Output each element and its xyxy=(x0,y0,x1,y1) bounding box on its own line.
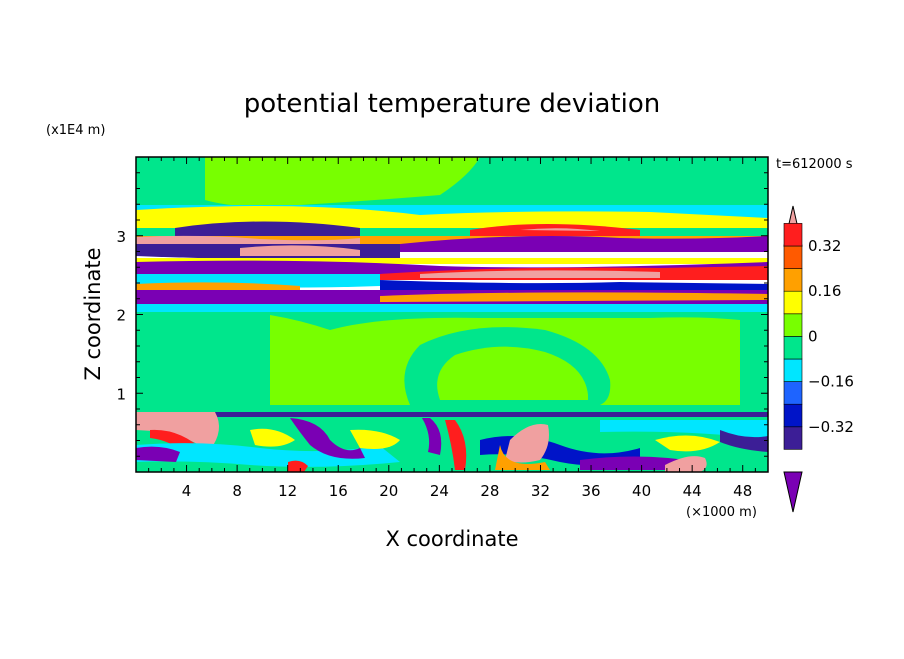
y-tick-label: 3 xyxy=(116,228,126,246)
band-pink-2 xyxy=(240,245,360,256)
colorbar-tick-label: 0.32 xyxy=(808,237,841,255)
band-pink-3 xyxy=(420,270,660,278)
band-cyan-3 xyxy=(136,304,768,312)
lower-red-bottom xyxy=(288,460,308,472)
x-tick-label: 16 xyxy=(329,482,348,500)
x-tick-label: 48 xyxy=(733,482,752,500)
heatmap-field xyxy=(136,157,768,472)
lower-purple-left xyxy=(136,446,180,462)
band-yellow-2 xyxy=(136,258,768,264)
x-tick-label: 36 xyxy=(581,482,600,500)
colorbar-segment xyxy=(783,313,803,337)
x-tick-label: 32 xyxy=(531,482,550,500)
y-ticks: 1 2 3 xyxy=(116,172,768,457)
lower-navy-lid xyxy=(136,412,768,417)
colorbar-segment xyxy=(783,381,803,405)
band-orange-2 xyxy=(136,282,300,290)
field-upper-plume xyxy=(205,157,480,207)
colorbar-segment xyxy=(783,223,803,247)
colorbar: 0.32 0.16 0 −0.16 −0.32 xyxy=(783,205,854,513)
band-orange-3 xyxy=(380,292,768,302)
x-ticks: 4 8 12 16 20 24 28 32 36 40 44 48 xyxy=(148,157,756,500)
lower-pink-3 xyxy=(665,456,707,472)
x-unit-label: (×1000 m) xyxy=(686,505,757,520)
lower-pink-2 xyxy=(505,424,549,463)
x-tick-label: 24 xyxy=(430,482,449,500)
x-tick-label: 28 xyxy=(480,482,499,500)
lower-yellow-2 xyxy=(350,429,400,449)
x-tick-label: 4 xyxy=(182,482,192,500)
colorbar-segment xyxy=(783,336,803,360)
field-middle-dome-inner xyxy=(437,346,588,400)
colorbar-tick-label: 0 xyxy=(808,327,818,345)
x-axis-label: X coordinate xyxy=(385,527,518,551)
x-tick-label: 8 xyxy=(232,482,242,500)
x-tick-label: 40 xyxy=(632,482,651,500)
time-label: t=612000 s xyxy=(776,157,853,172)
lower-yellow-3 xyxy=(655,435,720,452)
y-axis-label: Z coordinate xyxy=(81,247,105,380)
lower-cyan-1 xyxy=(136,443,400,467)
y-tick-label: 1 xyxy=(116,385,126,403)
colorbar-segment xyxy=(783,268,803,292)
lower-orange-2 xyxy=(495,445,550,470)
colorbar-segment xyxy=(783,403,803,428)
band-pink-1 xyxy=(136,235,360,244)
band-pink-top xyxy=(520,228,600,231)
x-tick-label: 20 xyxy=(379,482,398,500)
colorbar-tick-label: −0.16 xyxy=(808,373,854,391)
lower-purple-2 xyxy=(422,418,442,455)
y-unit-label: (x1E4 m) xyxy=(46,123,105,138)
x-tick-label: 44 xyxy=(683,482,702,500)
colorbar-tick-label: −0.32 xyxy=(808,418,854,436)
colorbar-segment xyxy=(783,290,803,315)
band-navy-top xyxy=(175,221,360,236)
lower-red-2 xyxy=(445,420,467,470)
colorbar-segment xyxy=(783,358,803,382)
band-purple-1 xyxy=(400,236,768,252)
lower-purple-1 xyxy=(290,418,365,459)
chart-title: potential temperature deviation xyxy=(244,89,660,119)
lower-navy-3 xyxy=(720,430,768,452)
x-tick-label: 12 xyxy=(278,482,297,500)
colorbar-extend-bottom xyxy=(783,471,803,513)
band-blue-3 xyxy=(380,280,768,290)
y-tick-label: 2 xyxy=(116,307,126,325)
colorbar-segment xyxy=(783,245,803,269)
lower-pink-left xyxy=(136,412,219,450)
colorbar-segment xyxy=(783,426,803,450)
lower-yellow-1 xyxy=(250,428,295,447)
colorbar-tick-label: 0.16 xyxy=(808,282,841,300)
